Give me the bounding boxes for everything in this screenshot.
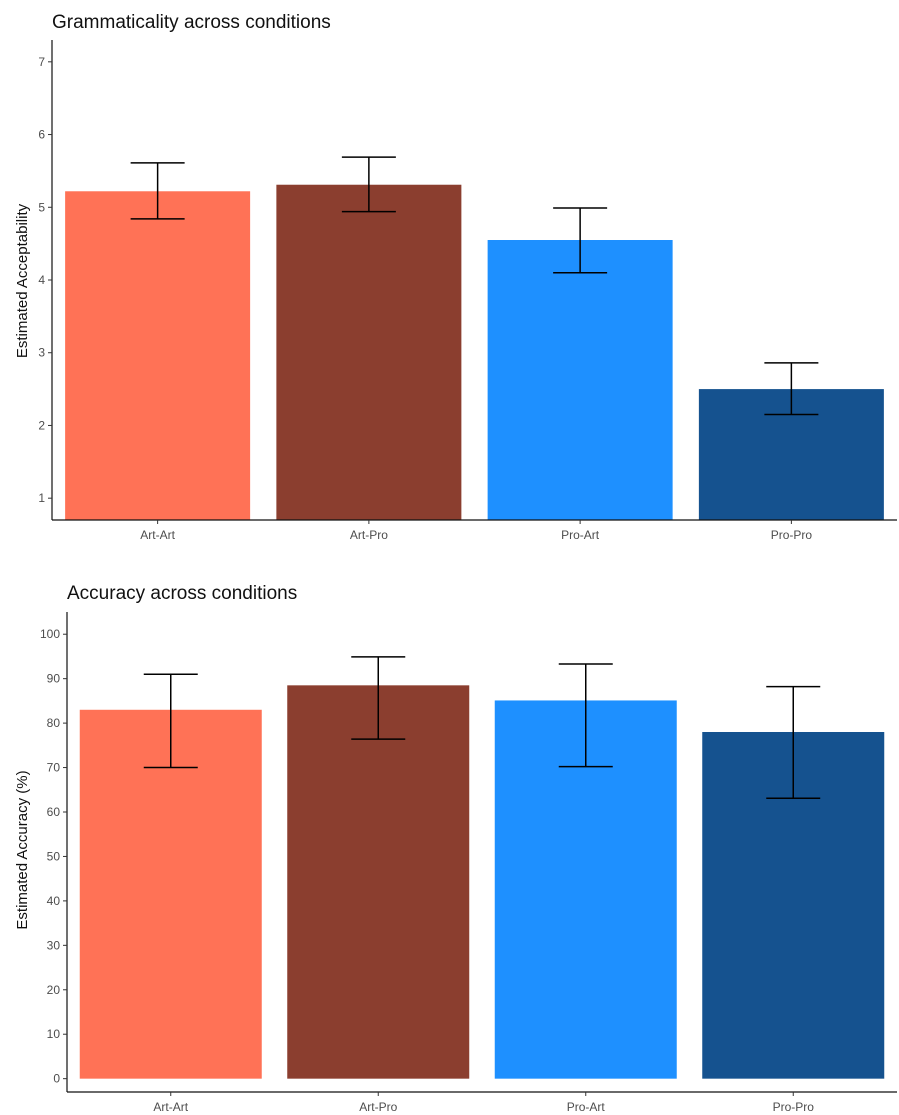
x-tick-label-art-art: Art-Art bbox=[153, 1100, 188, 1114]
error-bar-pro-art bbox=[553, 207, 608, 274]
x-tick-label-art-art: Art-Art bbox=[140, 528, 175, 542]
x-tick-label-pro-art: Pro-Art bbox=[567, 1100, 606, 1114]
y-axis-label: Estimated Acceptability bbox=[14, 203, 31, 358]
y-axis-label: Estimated Accuracy (%) bbox=[14, 770, 31, 929]
y-tick-label: 1 bbox=[38, 491, 45, 505]
y-tick-label: 7 bbox=[38, 55, 45, 69]
x-tick-label-art-pro: Art-Pro bbox=[350, 528, 388, 542]
y-tick-label: 0 bbox=[53, 1072, 60, 1086]
x-tick-label-art-pro: Art-Pro bbox=[359, 1100, 397, 1114]
y-tick-label: 70 bbox=[47, 761, 61, 775]
y-tick-label: 30 bbox=[47, 938, 61, 952]
y-tick-label: 10 bbox=[47, 1027, 61, 1041]
accuracy-chart: Accuracy across conditions Estimated Acc… bbox=[14, 583, 897, 1114]
error-bar-pro-pro bbox=[766, 685, 821, 799]
bar-pro-art bbox=[487, 240, 673, 520]
y-tick-label: 20 bbox=[47, 983, 61, 997]
y-tick-label: 5 bbox=[38, 200, 45, 214]
chart-title: Accuracy across conditions bbox=[67, 583, 297, 604]
y-tick-label: 90 bbox=[47, 672, 61, 686]
bar-art-pro bbox=[276, 184, 462, 520]
error-bar-art-pro bbox=[341, 156, 396, 213]
error-bar-pro-art bbox=[558, 663, 613, 768]
y-tick-label: 100 bbox=[40, 627, 60, 641]
y-tick-label: 3 bbox=[38, 346, 45, 360]
grammaticality-chart: Grammaticality across conditions Estimat… bbox=[14, 12, 897, 542]
plot-area: 1 2 3 4 5 6 7 Art-Art Art-Pro Pro-Art Pro-Pro bbox=[38, 40, 897, 542]
y-tick-label: 2 bbox=[38, 418, 45, 432]
error-bar-art-art bbox=[143, 673, 198, 769]
y-tick-label: 60 bbox=[47, 805, 61, 819]
chart-title: Grammaticality across conditions bbox=[52, 12, 331, 33]
x-tick-label-pro-art: Pro-Art bbox=[561, 528, 600, 542]
y-tick-label: 40 bbox=[47, 894, 61, 908]
y-tick-label: 50 bbox=[47, 849, 61, 863]
x-tick-label-pro-pro: Pro-Pro bbox=[773, 1100, 815, 1114]
error-bar-pro-pro bbox=[764, 362, 819, 416]
bar-art-art bbox=[79, 709, 262, 1079]
y-tick-label: 4 bbox=[38, 273, 45, 287]
bar-art-art bbox=[65, 191, 251, 521]
y-tick-label: 6 bbox=[38, 128, 45, 142]
bar-art-pro bbox=[287, 685, 470, 1079]
y-tick-label: 80 bbox=[47, 716, 61, 730]
error-bar-art-art bbox=[130, 162, 185, 220]
error-bar-art-pro bbox=[351, 656, 406, 740]
plot-area: 0 10 20 30 40 50 60 70 80 90 100 Art-Art Art-Pro Pro-… bbox=[40, 612, 897, 1114]
x-tick-label-pro-pro: Pro-Pro bbox=[771, 528, 813, 542]
